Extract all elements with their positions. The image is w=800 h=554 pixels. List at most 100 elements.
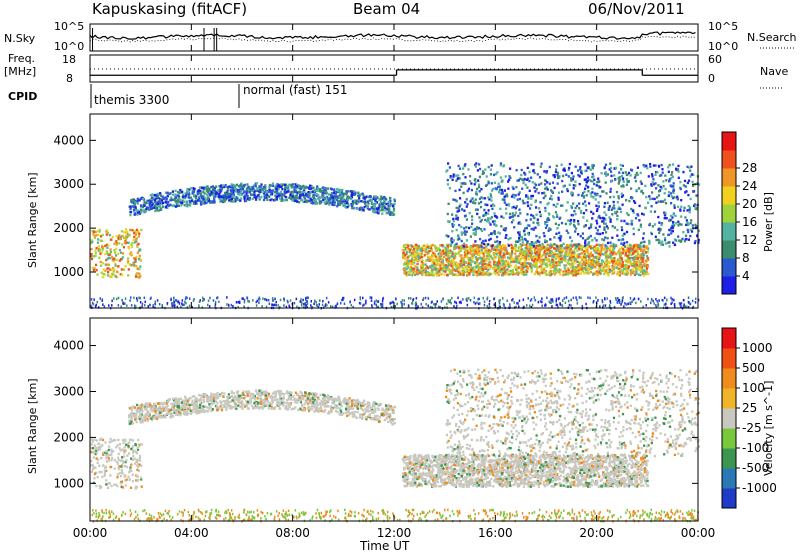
echo-cell	[238, 189, 241, 193]
echo-cell	[487, 254, 490, 258]
echo-cell	[416, 262, 419, 266]
echo-cell	[583, 253, 586, 256]
echo-cell	[279, 190, 283, 194]
echo-cell	[426, 258, 429, 262]
echo-cell	[634, 217, 638, 220]
echo-cell	[658, 221, 661, 224]
echo-cell	[307, 191, 310, 194]
echo-cell	[519, 265, 522, 268]
echo-cell	[683, 179, 687, 183]
echo-cell	[644, 260, 647, 263]
echo-cell	[509, 176, 512, 179]
echo-cell	[672, 222, 675, 225]
echo-cell	[615, 261, 618, 264]
echo-cell	[109, 268, 112, 271]
echo-cell	[139, 265, 142, 268]
echo-cell	[149, 199, 152, 202]
echo-cell	[637, 263, 641, 266]
echo-cell	[480, 265, 483, 269]
echo-cell	[595, 239, 598, 242]
echo-cell	[632, 265, 635, 268]
echo-cell	[203, 202, 206, 205]
echo-cell	[637, 265, 640, 268]
echo-cell	[608, 247, 611, 251]
echo-cell	[557, 254, 560, 258]
echo-cell	[508, 216, 511, 219]
echo-cell	[220, 187, 224, 190]
echo-cell	[606, 254, 609, 258]
echo-cell	[556, 215, 559, 218]
echo-cell	[316, 185, 319, 188]
echo-cell	[515, 169, 518, 172]
echo-cell	[186, 187, 189, 191]
echo-cell	[404, 270, 407, 273]
echo-cell	[507, 244, 511, 247]
echo-cell	[554, 211, 557, 214]
echo-cell	[650, 184, 653, 187]
echo-cell	[449, 175, 452, 178]
echo-cell	[595, 249, 598, 253]
echo-cell	[537, 272, 540, 275]
echo-cell	[660, 200, 663, 203]
echo-cell	[508, 263, 511, 266]
echo-cell	[315, 201, 318, 205]
echo-cell	[135, 264, 138, 268]
echo-cell	[547, 250, 550, 253]
echo-cell	[259, 189, 262, 192]
echo-cell	[560, 221, 564, 225]
echo-cell	[169, 192, 172, 195]
echo-cell	[538, 207, 541, 210]
echo-cell	[318, 188, 322, 191]
echo-cell	[542, 260, 545, 263]
echo-cell	[590, 262, 593, 265]
noise-trace	[89, 28, 696, 51]
echo-cell	[434, 245, 437, 248]
echo-cell	[346, 205, 349, 209]
echo-cell	[499, 245, 502, 248]
echo-cell	[587, 190, 590, 193]
echo-cell	[464, 176, 467, 179]
echo-cell	[667, 194, 670, 197]
echo-cell	[545, 258, 548, 261]
echo-cell	[413, 273, 416, 277]
echo-cell	[638, 247, 641, 250]
echo-cell	[619, 265, 622, 268]
echo-cell	[115, 254, 118, 257]
echo-cell	[585, 265, 588, 268]
echo-cell	[388, 210, 391, 213]
echo-cell	[598, 214, 601, 218]
echo-cell	[604, 171, 608, 174]
echo-cell	[511, 215, 514, 218]
echo-cell	[328, 203, 331, 206]
echo-cell	[618, 262, 621, 265]
echo-cell	[501, 274, 504, 277]
echo-cell	[591, 265, 594, 269]
echo-cell	[291, 195, 294, 198]
echo-cell	[243, 198, 246, 201]
echo-cell	[618, 274, 621, 277]
echo-cell	[543, 251, 546, 254]
echo-cell	[520, 168, 523, 172]
echo-cell	[402, 256, 405, 259]
echo-cell	[427, 256, 430, 259]
echo-cell	[677, 164, 680, 168]
echo-cell	[576, 169, 580, 172]
echo-cell	[460, 233, 463, 236]
echo-cell	[664, 174, 667, 177]
echo-cell	[622, 185, 625, 188]
echo-cell	[585, 209, 588, 212]
echo-cell	[470, 268, 473, 272]
echo-cell	[547, 212, 550, 215]
echo-cell	[521, 187, 524, 190]
echo-cell	[528, 224, 531, 227]
echo-cell	[601, 238, 604, 241]
echo-cell	[246, 183, 249, 186]
echo-cell	[499, 249, 502, 252]
echo-cell	[570, 239, 573, 243]
echo-cell	[473, 244, 476, 247]
echo-cell	[136, 251, 139, 254]
echo-cell	[636, 173, 639, 177]
echo-cell	[303, 191, 306, 194]
echo-cell	[541, 271, 544, 275]
echo-cell	[431, 253, 434, 257]
